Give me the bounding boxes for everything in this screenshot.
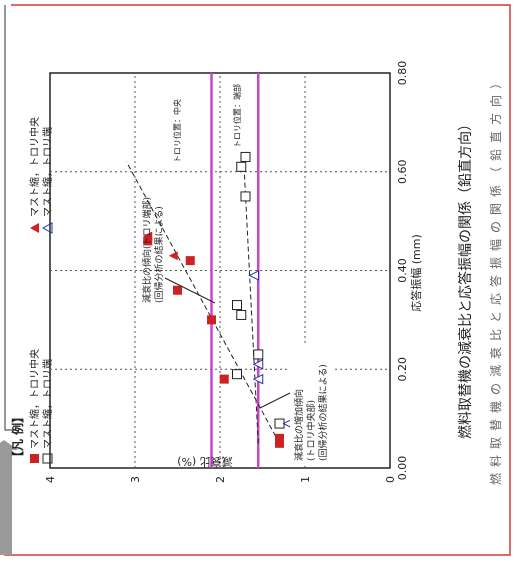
trend-lines (126, 161, 280, 444)
legend-label-3: マスト縮，トロリ中央 (28, 117, 41, 217)
data-point-filled-triangle (168, 251, 178, 261)
legend-label-1: マスト縮，トロリ中央 (28, 349, 41, 449)
figure-caption: 燃料取替機の減衰比と応答振幅の関係（鉛直方向） (488, 71, 503, 485)
legend: 【凡 例】 マスト縮，トロリ中央 マスト縮，トロリ端 マスト縮，トロリ中央 マス… (10, 117, 54, 464)
legend-marker-filled-square (30, 454, 39, 463)
data-point-open-square (240, 191, 251, 202)
annotation-1-line-2: (トロリ中央部) (305, 400, 317, 461)
trend-line (243, 161, 259, 444)
annotations: 減衰比の増加傾向 (トロリ中央部) (回帰分析の結果による) 減衰比の傾向(トロ… (141, 197, 335, 463)
data-point-filled-square (219, 374, 229, 384)
x-tick-label: 0.20 (396, 357, 409, 382)
y-tick-label: 4 (44, 476, 57, 483)
left-margin-strip (1, 2, 11, 550)
data-point-open-triangle (248, 270, 259, 281)
annotation-1-arrow (259, 392, 291, 409)
annotation-1-line-1: 減衰比の増加傾向 (293, 389, 305, 461)
data-point-open-square (236, 309, 247, 320)
ref-line-label-center: トロリ位置：中央 (172, 99, 182, 163)
data-point-open-square (240, 151, 251, 162)
legend-heading: 【凡 例】 (10, 411, 25, 463)
reference-lines (210, 73, 260, 468)
legend-label-4: マスト縮，トロリ端 (41, 127, 54, 217)
annotation-2-line-2: (回帰分析の結果による) (153, 206, 165, 303)
ref-line-label-end: トロリ位置：端部 (232, 84, 242, 148)
data-point-filled-square (173, 285, 182, 295)
x-tick-label: 0.80 (396, 61, 409, 86)
y-axis-label: 減衰比 (%) (177, 455, 233, 469)
data-point-filled-triangle (143, 231, 153, 241)
y-tick-label: 1 (299, 476, 312, 483)
data-point-open-triangle (252, 359, 264, 370)
data-point-open-square (253, 349, 264, 360)
legend-marker-open-square (42, 453, 53, 464)
left-bracket (4, 5, 12, 431)
data-point-filled-square (185, 256, 195, 266)
legend-marker-open-triangle (41, 222, 53, 234)
data-point-open-square (232, 300, 242, 311)
rotated-chart-group: 0.00 0.20 0.40 0.60 0.80 0 1 2 3 4 応答振幅 (mm) 減衰比… (10, 61, 503, 485)
y-tick-label: 2 (214, 476, 227, 483)
legend-marker-filled-triangle (30, 223, 39, 233)
page-arrow-shape (0, 440, 18, 555)
legend-label-2: マスト縮，トロリ端 (41, 359, 54, 449)
annotation-2-arrow (164, 277, 216, 304)
annotation-1-line-3: (回帰分析の結果による) (317, 364, 329, 461)
data-point-open-triangle (252, 373, 264, 385)
data-point-filled-square (207, 315, 216, 325)
data-point-open-square (232, 369, 242, 380)
y-tick-label: 3 (129, 476, 142, 483)
x-axis-label: 応答振幅 (mm) (409, 234, 423, 312)
data-point-open-square (236, 161, 247, 172)
y-tick-labels: 0 1 2 3 4 (44, 476, 397, 483)
chart-title: 燃料取替機の減衰比と応答振幅の関係（鉛直方向） (457, 117, 474, 439)
data-marks (143, 151, 293, 448)
x-tick-label: 0.40 (396, 258, 409, 283)
annotation-2-line-1: 減衰比の傾向(トロリ端部) (141, 197, 153, 303)
x-tick-labels: 0.00 0.20 0.40 0.60 0.80 (396, 61, 409, 481)
data-point-filled-triangle (275, 433, 284, 443)
x-tick-label: 0.60 (396, 160, 409, 185)
y-tick-label: 0 (384, 476, 397, 483)
x-tick-label: 0.00 (396, 456, 409, 481)
trend-line (126, 161, 280, 444)
